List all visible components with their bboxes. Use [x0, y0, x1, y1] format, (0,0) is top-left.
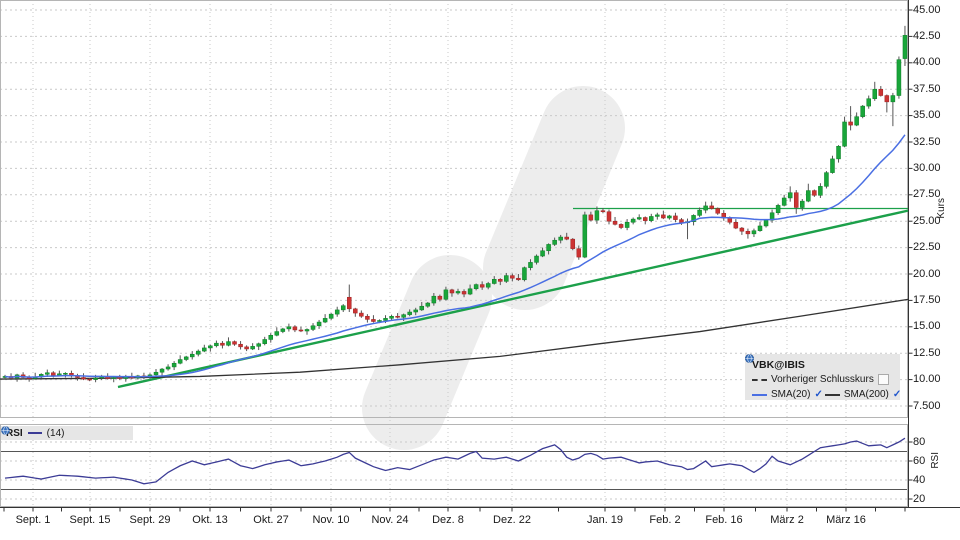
price-tick-label: 10.00 — [913, 373, 941, 386]
globe-icon[interactable] — [1, 426, 10, 435]
rsi-tick-label: 20 — [913, 492, 926, 505]
price-tick-label: 25.00 — [913, 214, 941, 227]
sma200-check-icon[interactable]: ✓ — [892, 388, 902, 400]
price-tick-label: 27.50 — [913, 188, 941, 201]
price-tick-label: 12.50 — [913, 346, 941, 359]
date-tick-label: Feb. 16 — [705, 514, 743, 526]
price-tick-label: 45.00 — [913, 3, 941, 16]
legend-symbol-row: VBK@IBIS — [745, 354, 894, 372]
sma20-label: SMA(20) — [771, 389, 811, 400]
date-tick-label: Okt. 27 — [253, 514, 289, 526]
rsi-tick-label: 40 — [913, 473, 926, 486]
sma20-check-icon[interactable]: ✓ — [814, 388, 823, 400]
price-tick-label: 30.00 — [913, 161, 941, 174]
date-tick-label: Dez. 22 — [493, 514, 531, 526]
price-tick-label: 20.00 — [913, 267, 941, 280]
date-tick-label: Nov. 10 — [312, 514, 350, 526]
price-tick-label: 35.00 — [913, 109, 941, 122]
price-tick-label: 22.50 — [913, 241, 941, 254]
date-tick-label: Feb. 2 — [649, 514, 681, 526]
rsi-tick-label: 60 — [913, 454, 926, 467]
date-tick-label: Jan. 19 — [586, 514, 624, 526]
price-tick-label: 17.50 — [913, 293, 941, 306]
symbol-label: VBK@IBIS — [752, 358, 805, 371]
sma200-label: SMA(200) — [843, 389, 889, 400]
rsi-param-label: (14) — [46, 427, 65, 439]
rsi-tick-label: 80 — [913, 435, 926, 448]
date-tick-label: Sept. 1 — [15, 514, 51, 526]
date-tick-label: Sept. 15 — [69, 514, 111, 526]
kurs-axis-title: Kurs — [936, 198, 947, 219]
price-tick-label: 42.50 — [913, 29, 941, 42]
globe-icon[interactable] — [745, 354, 754, 363]
legend-sma-row: SMA(20) ✓ SMA(200) ✓ — [745, 354, 901, 402]
date-tick-label: März 16 — [826, 514, 866, 526]
date-tick-label: Nov. 24 — [371, 514, 409, 526]
prev-close-line-sample — [752, 378, 767, 381]
price-tick-label: 7.500 — [913, 399, 941, 412]
price-tick-label: 15.00 — [913, 320, 941, 333]
rsi-label: RSI — [6, 427, 23, 439]
sma200-line-sample — [824, 393, 840, 396]
rsi-legend: RSI (14) — [1, 426, 133, 440]
date-tick-label: Sept. 29 — [129, 514, 171, 526]
prev-close-checkbox[interactable] — [877, 374, 889, 385]
date-tick-label: Okt. 13 — [192, 514, 228, 526]
price-tick-label: 32.50 — [913, 135, 941, 148]
sma20-line-sample — [752, 393, 767, 396]
price-tick-label: 37.50 — [913, 82, 941, 95]
rsi-axis-title: RSI — [930, 452, 941, 469]
legend-box: VBK@IBIS Vorheriger Schlusskurs SMA(20) … — [745, 354, 901, 402]
price-tick-label: 40.00 — [913, 56, 941, 69]
date-tick-label: Dez. 8 — [432, 514, 464, 526]
legend-prevclose-row: Vorheriger Schlusskurs — [752, 372, 894, 387]
date-tick-label: März 2 — [770, 514, 804, 526]
rsi-line-sample — [27, 432, 42, 434]
prev-close-label: Vorheriger Schlusskurs — [771, 374, 874, 385]
